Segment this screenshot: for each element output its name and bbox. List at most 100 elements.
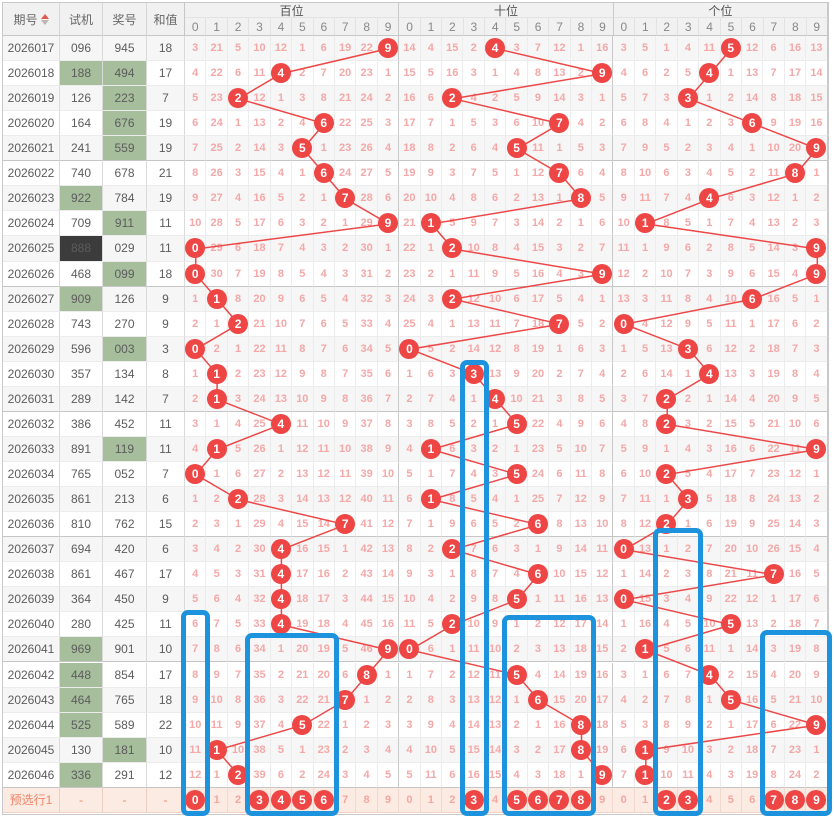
miss-cell: 13	[741, 612, 764, 638]
miss-cell: 3	[741, 186, 764, 212]
preselect-cell[interactable]: 8	[356, 787, 378, 813]
preselect-cell[interactable]: 0	[613, 787, 635, 813]
miss-cell: 6	[634, 61, 657, 87]
miss-cell: 20	[784, 136, 807, 162]
miss-cell: 29	[206, 236, 228, 262]
preselect-cell[interactable]: 8	[570, 787, 593, 813]
preselect-cell[interactable]: 3	[677, 787, 700, 813]
period-cell: 2026018	[3, 61, 60, 87]
preselect-cell[interactable]: 9	[377, 787, 400, 813]
miss-cell: 7	[420, 662, 443, 688]
miss-cell: 17	[570, 612, 593, 638]
preselect-cell[interactable]: 1	[634, 787, 657, 813]
miss-cell: 4	[677, 587, 700, 613]
miss-cell: 4	[806, 537, 828, 563]
hit-circle: 1	[206, 438, 227, 459]
miss-cell: 18	[720, 487, 742, 513]
preselect-cell[interactable]: 5	[292, 787, 314, 813]
miss-cell: 0	[399, 637, 421, 663]
test-number-cell: 188	[60, 61, 103, 87]
sort-up-icon	[40, 13, 49, 19]
miss-cell: 9	[592, 61, 614, 87]
preselect-cell[interactable]: 5	[506, 787, 528, 813]
preselect-cell[interactable]: 2	[656, 787, 678, 813]
test-number-cell: 709	[60, 211, 103, 237]
miss-cell: 22	[356, 36, 378, 62]
header-digit: 6	[742, 18, 764, 36]
miss-cell: 2	[720, 86, 742, 112]
miss-cell: 7	[185, 136, 207, 162]
preselect-cell[interactable]: 5	[720, 787, 742, 813]
preselect-cell[interactable]: 4	[699, 787, 721, 813]
hit-circle: 4	[485, 38, 506, 59]
miss-cell: 4	[506, 61, 528, 87]
preselect-cell[interactable]: 1	[420, 787, 443, 813]
miss-cell: 6	[334, 662, 357, 688]
preselect-cell[interactable]: 0	[399, 787, 421, 813]
miss-cell: 11	[592, 537, 614, 563]
miss-cell: 1	[399, 361, 421, 387]
miss-cell: 2	[227, 86, 250, 112]
miss-cell: 5	[442, 211, 464, 237]
hit-circle: 7	[549, 313, 570, 334]
miss-cell: 5	[334, 311, 357, 337]
hit-circle: 3	[677, 789, 698, 810]
table-row: 2026032 386 452 11 3 1 4 25 4 11 10 9 37 8 3 8 5 2 1 5 22 4 9 6…	[3, 411, 828, 437]
preselect-cell[interactable]: 2	[227, 787, 250, 813]
miss-cell: 35	[249, 662, 271, 688]
preselect-cell[interactable]: 0	[185, 787, 207, 813]
miss-cell: 6	[185, 612, 207, 638]
miss-cell: 5	[699, 311, 721, 337]
preselect-cell[interactable]: 4	[484, 787, 507, 813]
preselect-cell[interactable]: 7	[549, 787, 571, 813]
preselect-cell[interactable]: 4	[270, 787, 293, 813]
preselect-cell[interactable]: 6	[527, 787, 550, 813]
miss-cell: 7	[185, 637, 207, 663]
preselect-cell[interactable]: 7	[334, 787, 357, 813]
miss-cell: 2	[527, 612, 550, 638]
preselect-cell[interactable]: 6	[741, 787, 764, 813]
miss-cell: 3	[613, 386, 635, 412]
miss-cell: 1	[699, 687, 721, 713]
miss-cell: 4	[270, 61, 293, 87]
preselect-cell[interactable]: 9	[592, 787, 614, 813]
preselect-cell[interactable]: 1	[206, 787, 228, 813]
miss-cell: 1	[613, 562, 635, 588]
miss-cell: 7	[313, 61, 335, 87]
miss-cell: 1	[334, 712, 357, 738]
hit-circle: 7	[549, 113, 570, 134]
miss-cell: 16	[463, 762, 485, 788]
miss-cell: 19	[592, 737, 614, 763]
miss-cell: 2	[442, 86, 464, 112]
miss-cell: 3	[763, 637, 785, 663]
preselect-cell[interactable]: 7	[763, 787, 785, 813]
miss-cell: 5	[420, 61, 443, 87]
miss-cell: 1	[420, 512, 443, 538]
column-header-period[interactable]: 期号	[3, 3, 60, 36]
miss-cell: 24	[784, 762, 807, 788]
miss-cell: 1	[206, 762, 228, 788]
miss-cell: 2	[506, 712, 528, 738]
hit-circle: 1	[206, 388, 227, 409]
miss-cell: 12	[570, 487, 593, 513]
sum-cell: 9	[147, 311, 185, 337]
miss-cell: 5	[806, 562, 828, 588]
miss-cell: 26	[356, 136, 378, 162]
miss-cell: 1	[549, 136, 571, 162]
miss-cell: 26	[249, 436, 271, 462]
preselect-cell[interactable]: 6	[313, 787, 335, 813]
miss-cell: 6	[484, 186, 507, 212]
preselect-cell[interactable]: 8	[784, 787, 807, 813]
preselect-cell[interactable]: 3	[249, 787, 271, 813]
sort-icon[interactable]	[40, 13, 49, 25]
preselect-cell[interactable]: 3	[463, 787, 485, 813]
miss-cell: 12	[292, 436, 314, 462]
miss-cell: 19	[249, 261, 271, 287]
miss-cell: 6	[592, 411, 614, 437]
miss-cell: 4	[270, 587, 293, 613]
miss-cell: 14	[741, 637, 764, 663]
preselect-cell[interactable]: 9	[806, 787, 828, 813]
miss-cell: 10	[484, 637, 507, 663]
preselect-cell[interactable]: 2	[442, 787, 464, 813]
